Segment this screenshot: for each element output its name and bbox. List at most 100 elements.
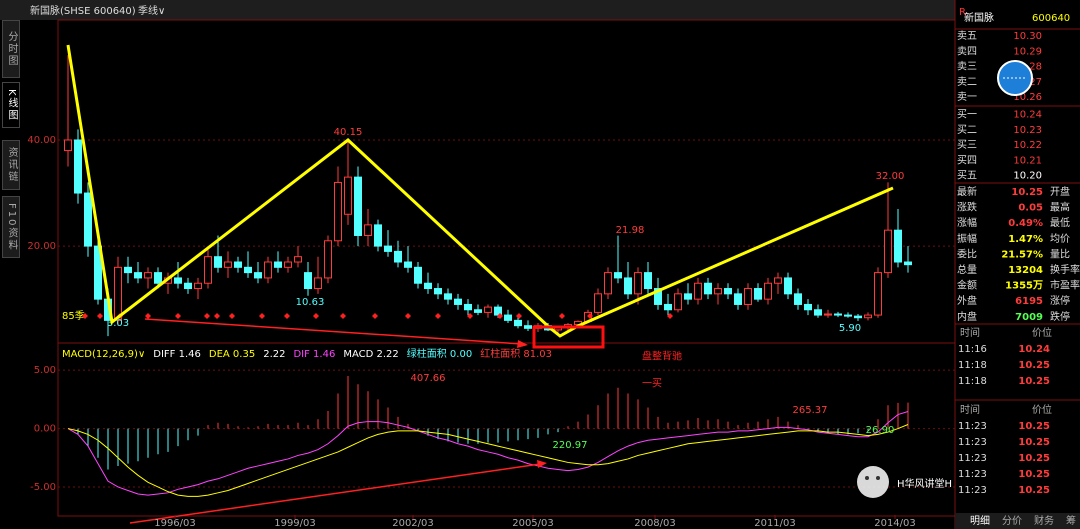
table-header: 时间 [960, 403, 980, 416]
candle-body [834, 313, 842, 316]
candle-body [274, 261, 282, 268]
bottom-tab[interactable]: 明细 [970, 514, 990, 527]
bottom-tab[interactable]: 财务 [1034, 514, 1054, 527]
signal-diamond [587, 313, 593, 319]
tick-time: 11:23 [958, 453, 987, 464]
signal-diamond [516, 313, 522, 319]
toolbar-title: 新国脉(SHSE 600640) [30, 4, 136, 17]
candle-body [604, 272, 612, 295]
period-selector[interactable]: 季线∨ [138, 4, 165, 17]
stat-label: 最高 [1050, 201, 1070, 214]
annotation: 一买 [642, 378, 662, 390]
table-header: 价位 [1032, 326, 1052, 339]
quote-marker: R [959, 7, 966, 18]
order-label: 卖三 [957, 61, 977, 73]
candle-body [854, 315, 862, 319]
candle-body [704, 282, 712, 295]
candle-body [184, 282, 192, 290]
candle-body [244, 266, 252, 274]
y-tick-label: 0.00 [34, 424, 56, 435]
candle-body [734, 293, 742, 305]
candle-body [224, 261, 232, 268]
candle-body [724, 288, 732, 295]
quote-code: 600640 [1032, 13, 1070, 24]
side-tab[interactable]: 分时图 [2, 20, 20, 78]
candle-body [904, 261, 912, 266]
candle-body [434, 288, 442, 295]
candle-body [264, 261, 272, 279]
tick-price: 10.25 [1018, 485, 1050, 496]
candle-body [74, 139, 82, 194]
side-tab[interactable]: K线图 [2, 82, 20, 128]
candle-body [334, 181, 342, 242]
stat-label: 市盈率 [1050, 279, 1080, 292]
tick-price: 10.25 [1018, 376, 1050, 387]
tick-price: 10.25 [1018, 360, 1050, 371]
stat-label: 金额 [957, 279, 977, 292]
stat-value: 0.49% [1008, 218, 1043, 229]
candle-body [444, 293, 452, 300]
y-tick-label: 20.00 [27, 241, 56, 252]
candle-body [764, 282, 772, 300]
candle-body [504, 314, 512, 321]
signal-diamond [229, 313, 235, 319]
y-tick-label: 5.00 [34, 365, 56, 376]
candle-body [694, 282, 702, 300]
candle-body [634, 272, 642, 295]
candle-body [624, 277, 632, 295]
stat-label: 外盘 [957, 294, 977, 307]
x-tick-label: 2002/03 [392, 518, 434, 529]
candle-body [814, 309, 822, 316]
candle-body [474, 309, 482, 313]
tick-time: 11:18 [958, 360, 987, 371]
candle-body [374, 224, 382, 247]
candle-body [894, 229, 902, 263]
stat-label: 内盘 [957, 310, 977, 323]
x-tick-label: 1999/03 [274, 518, 316, 529]
watermark: H华风讲堂H [897, 477, 952, 490]
candle-body [364, 224, 372, 236]
signal-diamond [467, 313, 473, 319]
candle-body [234, 261, 242, 268]
signal-diamond [372, 313, 378, 319]
panel-border [57, 19, 956, 517]
candle-body [404, 261, 412, 268]
arrow [144, 318, 523, 345]
macd-header: 绿柱面积 0.00 [407, 347, 472, 360]
tick-price: 10.24 [1018, 344, 1050, 355]
stat-label: 换手率 [1050, 263, 1080, 276]
candle-body [664, 303, 672, 311]
arrow [129, 463, 541, 524]
stat-label: 最新 [957, 185, 977, 198]
price-label: 5.90 [839, 323, 861, 334]
candle-body [324, 240, 332, 279]
candle-body [674, 293, 682, 311]
signal-diamond [497, 313, 503, 319]
tick-price: 10.25 [1018, 421, 1050, 432]
x-tick-label: 1996/03 [154, 518, 196, 529]
candle-body [144, 272, 152, 279]
side-tab[interactable]: 资讯链 [2, 140, 20, 190]
macd-line [67, 424, 909, 497]
signal-diamond [145, 313, 151, 319]
bottom-tab[interactable]: 分价 [1002, 515, 1022, 527]
candle-body [614, 272, 622, 279]
order-price: 10.20 [1013, 171, 1042, 182]
bottom-tab[interactable]: 筹 [1066, 514, 1076, 527]
candle-body [394, 250, 402, 263]
x-tick-label: 2008/03 [634, 518, 676, 529]
y-tick-label: 40.00 [27, 135, 56, 146]
quote-name: 新国脉 [964, 11, 994, 24]
candle-body [654, 288, 662, 305]
candle-body [344, 176, 352, 215]
tick-price: 10.25 [1018, 453, 1050, 464]
candle-body [294, 256, 302, 263]
wechat-eye [876, 476, 880, 480]
area-label: 26.90 [866, 425, 895, 436]
side-tab[interactable]: F10资料 [2, 196, 20, 258]
order-label: 买二 [957, 124, 977, 136]
candle-body [824, 313, 832, 316]
tick-time: 11:16 [958, 344, 987, 355]
